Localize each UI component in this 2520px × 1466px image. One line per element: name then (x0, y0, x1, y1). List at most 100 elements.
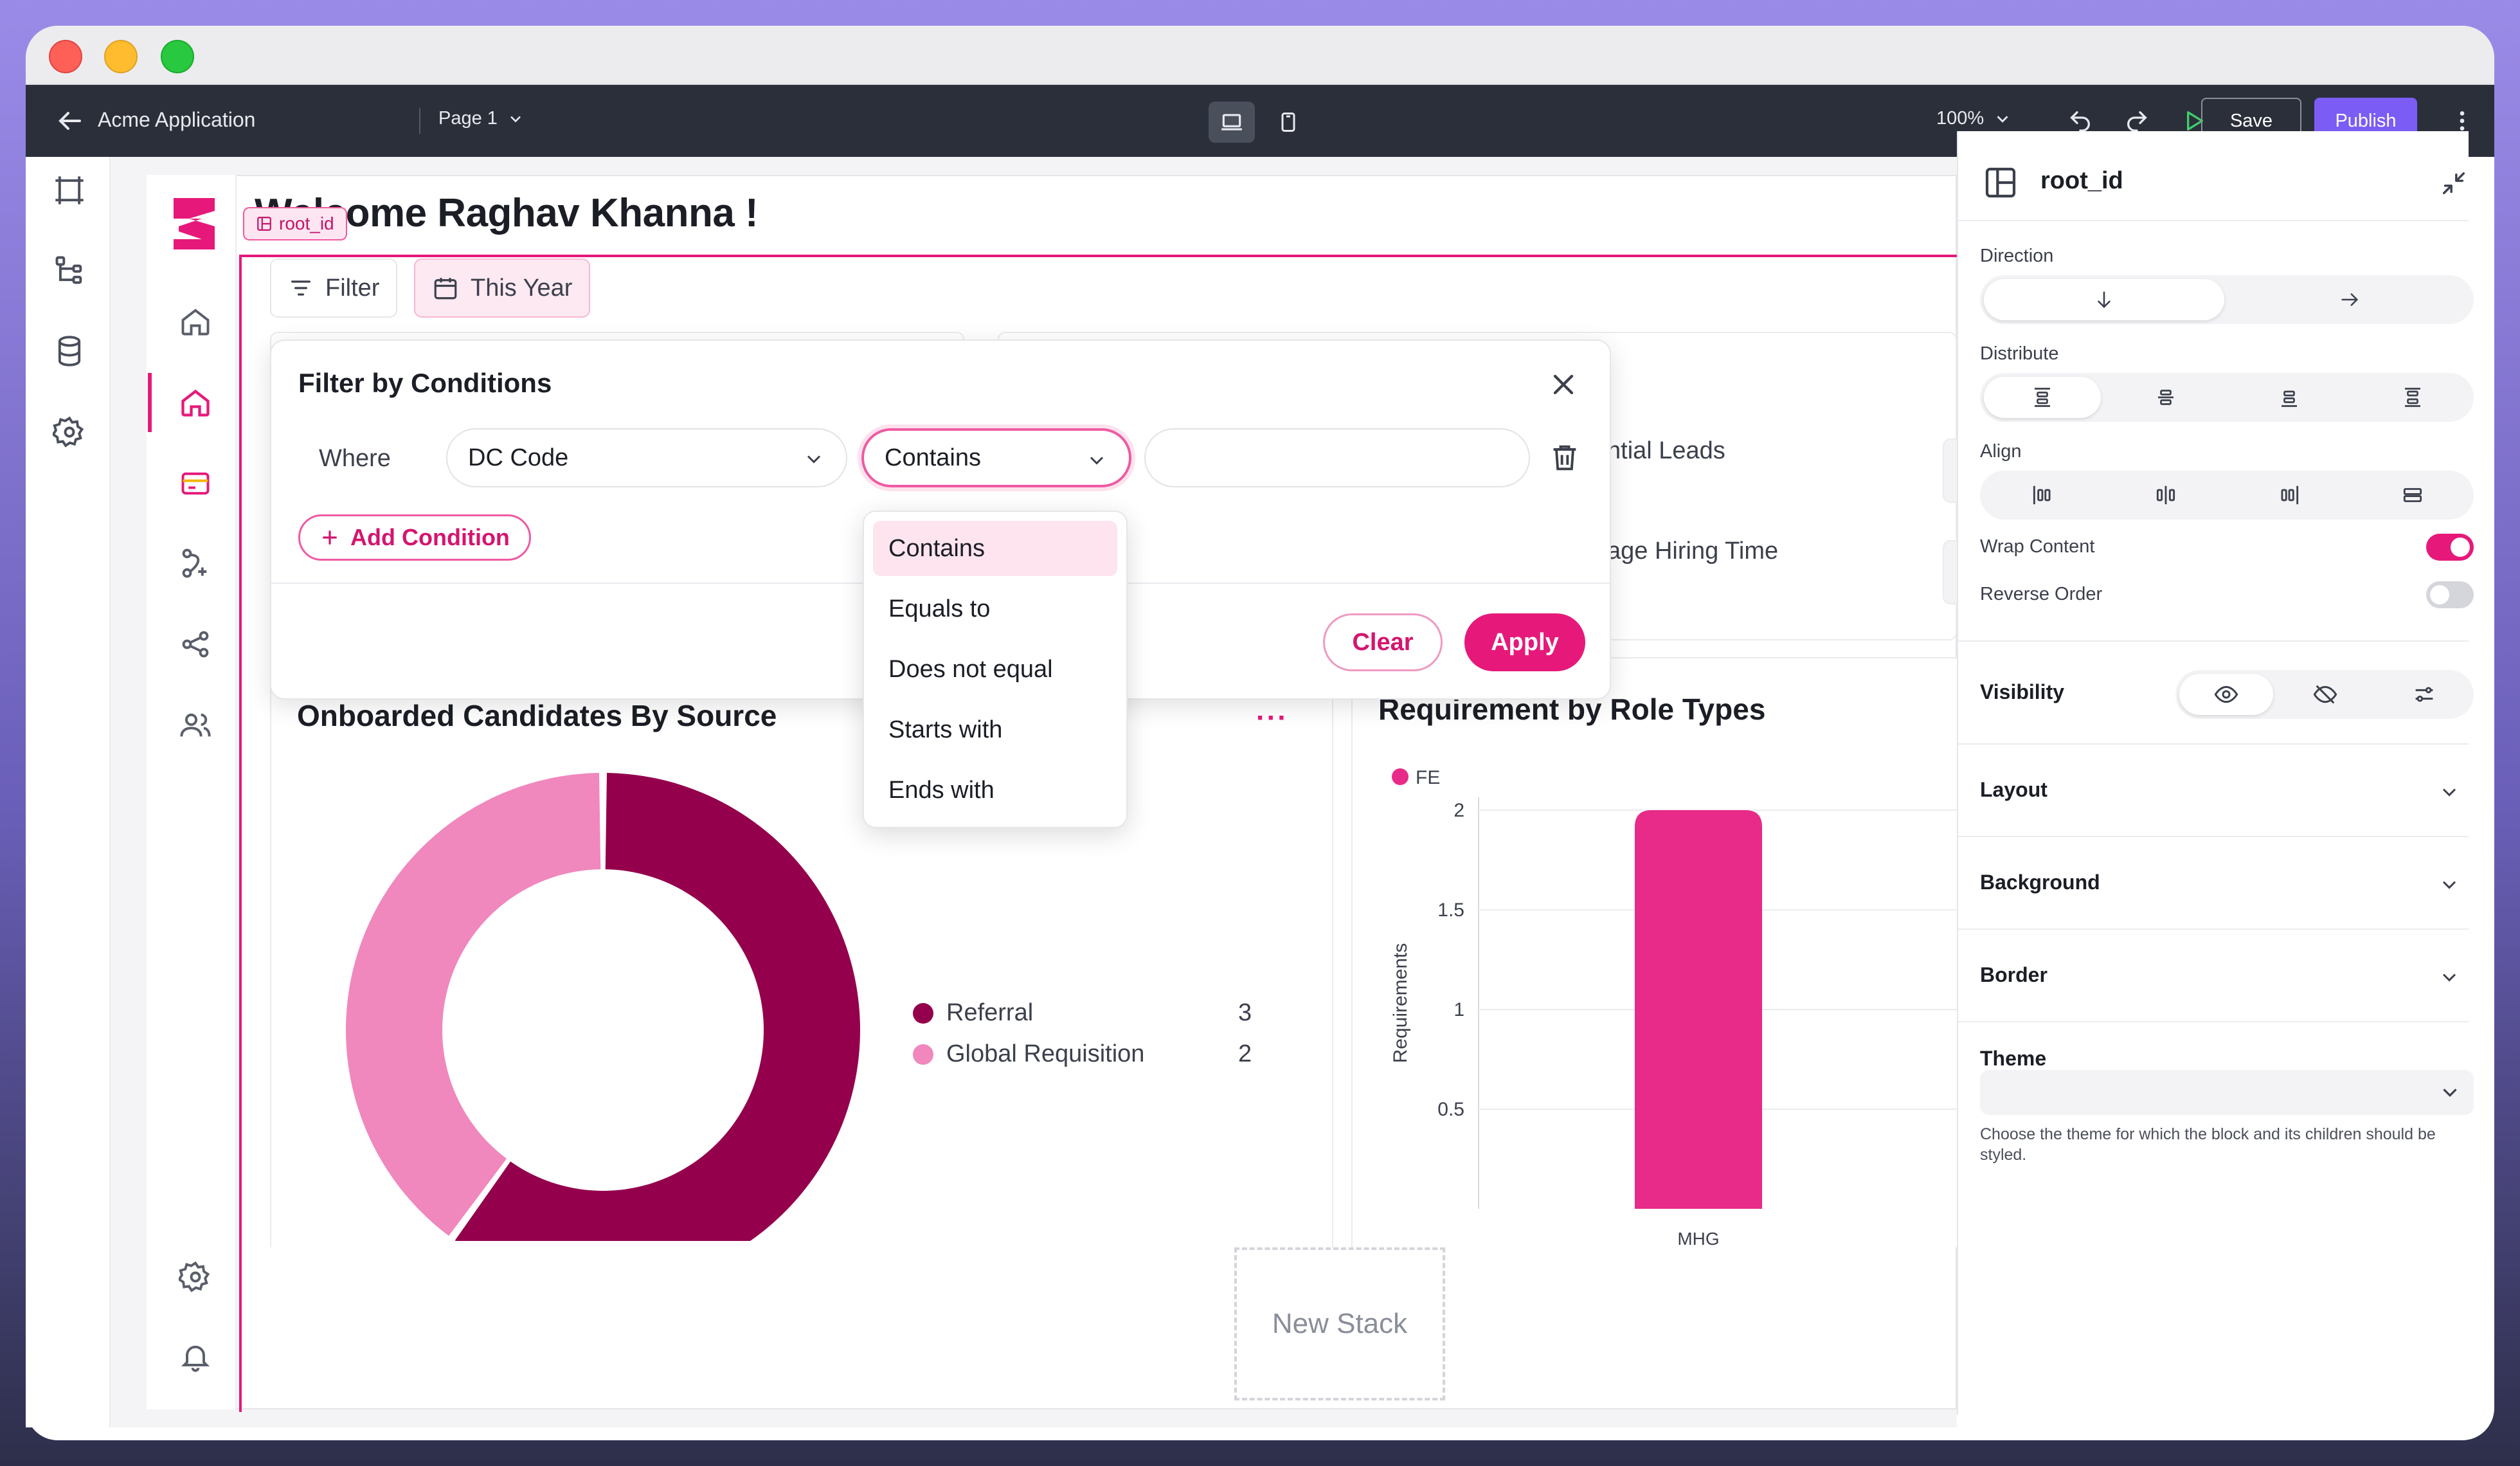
option-starts-with[interactable]: Starts with (888, 716, 1003, 743)
visibility-control (2175, 670, 2474, 719)
sliders-icon (2415, 687, 2433, 702)
operator-select[interactable]: Contains (861, 428, 1131, 487)
border-section[interactable]: Border (1958, 928, 2469, 1021)
distribute-control (1980, 373, 2474, 422)
option-contains[interactable]: Contains (873, 521, 1117, 576)
date-range-button[interactable]: This Year (414, 258, 591, 318)
align-center-icon (2156, 485, 2175, 505)
maximize-window-button[interactable] (161, 40, 194, 73)
donut-slice-referral[interactable] (455, 773, 860, 1241)
preview-button[interactable] (2178, 105, 2209, 136)
eye-off-icon (2313, 685, 2337, 704)
bell-icon[interactable] (179, 1340, 212, 1373)
layout-label: Layout (1980, 778, 2048, 801)
more-options-button[interactable] (2447, 105, 2478, 136)
nav-active-indicator (148, 373, 152, 432)
panel-header: root_id (1958, 131, 2469, 221)
y-tick-label: 1.5 (1437, 900, 1464, 921)
settings-gear-icon[interactable] (53, 415, 86, 449)
legend-label: Global Requisition (946, 1040, 1145, 1067)
donut-slice-global-requisition[interactable] (346, 773, 601, 1236)
add-condition-button[interactable]: Add Condition (298, 514, 531, 561)
visibility-show-button[interactable] (2179, 674, 2273, 715)
desktop-view-button[interactable] (1209, 102, 1255, 143)
chevron-down-icon (1090, 457, 1104, 465)
theme-select[interactable] (1980, 1070, 2474, 1115)
hiring-time-label: age Hiring Time (1607, 538, 1779, 565)
onboarded-title: Onboarded Candidates By Source (297, 699, 777, 732)
option-does-not-equal[interactable]: Does not equal (888, 655, 1053, 683)
app-settings-gear-icon[interactable] (179, 1260, 212, 1294)
back-arrow-icon[interactable] (54, 105, 85, 136)
play-icon (2187, 111, 2203, 131)
chevron-down-icon (510, 116, 521, 122)
align-end-button[interactable] (2231, 475, 2348, 516)
legend-item-referral: Referral (913, 999, 1033, 1027)
direction-label: Direction (1980, 246, 2054, 266)
eye-icon (2214, 685, 2238, 703)
theme-label: Theme (1980, 1047, 2047, 1070)
card-list-icon[interactable] (179, 467, 212, 500)
field-select[interactable]: DC Code (446, 428, 847, 487)
align-center-button[interactable] (2107, 475, 2224, 516)
distribute-between-button[interactable] (2354, 377, 2471, 418)
option-equals-to[interactable]: Equals to (888, 595, 991, 622)
apply-button[interactable]: Apply (1464, 613, 1585, 671)
wrap-content-label: Wrap Content (1980, 536, 2095, 557)
visibility-conditional-button[interactable] (2377, 674, 2471, 715)
trash-icon[interactable] (1548, 441, 1581, 475)
frame-icon[interactable] (53, 174, 86, 207)
mobile-view-button[interactable] (1265, 102, 1311, 143)
new-stack-placeholder[interactable]: New Stack (1234, 1247, 1445, 1400)
users-icon[interactable] (179, 709, 212, 742)
visibility-hide-button[interactable] (2278, 674, 2372, 715)
database-icon[interactable] (53, 334, 86, 368)
redo-button[interactable] (2121, 105, 2152, 136)
align-stretch-button[interactable] (2354, 475, 2471, 516)
align-control (1980, 471, 2474, 520)
clear-button[interactable]: Clear (1323, 613, 1443, 671)
undo-button[interactable] (2065, 105, 2096, 136)
collapse-icon[interactable] (2439, 168, 2469, 198)
visibility-section: Visibility (1958, 640, 2474, 743)
y-tick-label: 2 (1454, 800, 1464, 821)
condition-value-input[interactable] (1144, 428, 1530, 487)
where-label: Where (319, 445, 391, 472)
root-id-tag[interactable]: root_id (243, 207, 347, 240)
filter-button[interactable]: Filter (270, 258, 398, 318)
arrow-down-icon (2098, 291, 2110, 309)
laptop-icon (1221, 114, 1242, 131)
zoom-level: 100% (1936, 108, 1985, 129)
card-menu-icon[interactable]: ··· (1256, 702, 1288, 734)
bar-mhg[interactable] (1635, 810, 1762, 1209)
zoom-selector[interactable]: 100% (1936, 108, 2012, 129)
reverse-order-toggle[interactable] (2426, 581, 2474, 608)
wrap-content-toggle[interactable] (2426, 534, 2474, 561)
theme-section: Theme (1958, 1021, 2469, 1415)
chevron-down-icon (2442, 973, 2456, 982)
option-ends-with[interactable]: Ends with (888, 776, 995, 804)
distribute-center-button[interactable] (2107, 377, 2224, 418)
distribute-end-button[interactable] (2231, 377, 2348, 418)
distribute-start-button[interactable] (1984, 377, 2101, 418)
direction-horizontal-button[interactable] (2229, 279, 2470, 320)
close-window-button[interactable] (49, 40, 82, 73)
direction-vertical-button[interactable] (1984, 279, 2224, 320)
align-start-button[interactable] (1984, 475, 2101, 516)
y-axis-label: Requirements (1390, 943, 1411, 1063)
close-icon[interactable] (1547, 368, 1580, 401)
chevron-down-icon (807, 455, 821, 464)
share-nodes-icon[interactable] (179, 628, 212, 661)
tree-structure-icon[interactable] (53, 253, 86, 287)
operator-dropdown: Contains Equals to Does not equal Starts… (863, 511, 1128, 828)
background-section[interactable]: Background (1958, 836, 2469, 928)
calendar-icon (434, 278, 457, 300)
layout-section[interactable]: Layout (1958, 743, 2469, 836)
route-plus-icon[interactable] (179, 547, 212, 580)
legend-label: FE (1416, 767, 1440, 788)
home-icon[interactable] (179, 305, 212, 338)
minimize-window-button[interactable] (104, 40, 138, 73)
align-right-icon (2281, 485, 2299, 505)
home-active-icon[interactable] (179, 386, 212, 419)
page-selector[interactable]: Page 1 (438, 108, 525, 129)
